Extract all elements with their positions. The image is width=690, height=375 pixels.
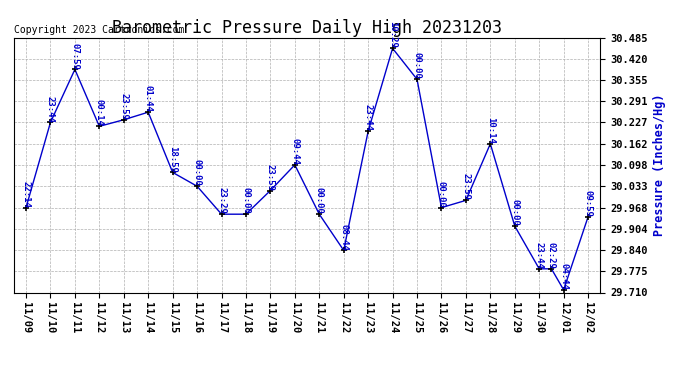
Text: 09:59: 09:59 bbox=[584, 190, 593, 217]
Text: 22:14: 22:14 bbox=[21, 181, 30, 208]
Text: 00:00: 00:00 bbox=[437, 181, 446, 208]
Text: 18:59: 18:59 bbox=[168, 146, 177, 172]
Text: 23:59: 23:59 bbox=[462, 174, 471, 200]
Text: 00:00: 00:00 bbox=[193, 159, 201, 186]
Text: 23:44: 23:44 bbox=[46, 96, 55, 122]
Text: 08:44: 08:44 bbox=[339, 224, 348, 251]
Text: 23:59: 23:59 bbox=[266, 164, 275, 190]
Text: 04:44: 04:44 bbox=[559, 263, 568, 290]
Y-axis label: Pressure (Inches/Hg): Pressure (Inches/Hg) bbox=[653, 94, 666, 236]
Text: 00:14: 00:14 bbox=[95, 99, 103, 126]
Text: 00:00: 00:00 bbox=[315, 188, 324, 214]
Text: 23:44: 23:44 bbox=[535, 242, 544, 269]
Text: 00:00: 00:00 bbox=[241, 188, 250, 214]
Text: 10:29: 10:29 bbox=[388, 21, 397, 48]
Text: 02:29: 02:29 bbox=[547, 242, 556, 269]
Text: 23:44: 23:44 bbox=[364, 104, 373, 131]
Text: 00:00: 00:00 bbox=[413, 53, 422, 79]
Text: 10:14: 10:14 bbox=[486, 117, 495, 144]
Text: 23:59: 23:59 bbox=[119, 93, 128, 120]
Text: 09:44: 09:44 bbox=[290, 138, 299, 165]
Text: Copyright 2023 Cartronics.com: Copyright 2023 Cartronics.com bbox=[14, 25, 184, 35]
Text: 23:29: 23:29 bbox=[217, 188, 226, 214]
Text: 01:44: 01:44 bbox=[144, 86, 152, 112]
Text: 07:59: 07:59 bbox=[70, 42, 79, 69]
Text: 00:00: 00:00 bbox=[511, 199, 520, 226]
Title: Barometric Pressure Daily High 20231203: Barometric Pressure Daily High 20231203 bbox=[112, 20, 502, 38]
